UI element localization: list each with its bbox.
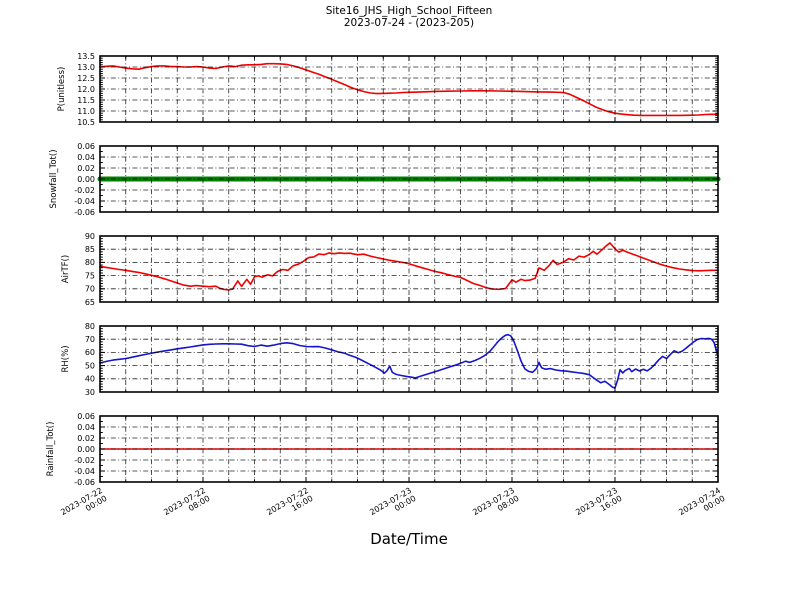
p-unitless-ylabel: P(unitless) <box>57 67 67 112</box>
x-tick-labels: 2023-07-2200:00 2023-07-2208:00 2023-07-22… <box>59 486 726 525</box>
y-tick-label: -0.02 <box>74 186 95 195</box>
y-tick-label: -0.06 <box>74 208 95 217</box>
y-tick-label: 60 <box>85 348 95 357</box>
y-tick-label: 30 <box>85 388 95 397</box>
y-tick-label: 65 <box>85 298 95 307</box>
y-tick-label: 80 <box>85 258 95 267</box>
panel-snowfall-tot: 0.06 0.04 0.02 0.00 -0.02 -0.04 -0.06 Snowfall_… <box>49 142 721 217</box>
y-tick-label: 0.04 <box>77 423 95 432</box>
x-tick-label: 2023-07-2208:00 <box>162 486 211 525</box>
p-unitless-ticks <box>99 55 719 123</box>
y-tick-label: 75 <box>85 271 95 280</box>
y-tick-label: 12.0 <box>77 85 95 94</box>
chart-subtitle: 2023-07-24 - (2023-205) <box>343 16 475 29</box>
y-tick-label: 0.04 <box>77 153 95 162</box>
panel-p-unitless: 13.5 13.0 12.5 12.0 11.5 11.0 10.5 P(unitless) <box>57 52 719 127</box>
y-tick-label: -0.04 <box>74 197 95 206</box>
y-tick-label: -0.02 <box>74 456 95 465</box>
snowfall-tot-ylabel: Snowfall_Tot() <box>49 149 59 208</box>
p-unitless-grid <box>100 56 718 122</box>
chart-title: Site16_JHS_High_School_Fifteen <box>325 5 493 17</box>
y-tick-label: 0.06 <box>77 412 95 421</box>
y-tick-label: 0.00 <box>77 175 95 184</box>
rainfall-tot-grid <box>100 416 718 482</box>
y-tick-label: 0.02 <box>77 434 95 443</box>
panel-airtf: 90 85 80 75 70 65 AirTF() <box>61 232 719 307</box>
y-tick-label: 40 <box>85 375 95 384</box>
y-tick-label: 90 <box>85 232 95 241</box>
airtf-grid <box>100 236 718 302</box>
y-tick-label: 0.02 <box>77 164 95 173</box>
rh-grid <box>100 326 718 392</box>
snowfall-tot-ticks <box>99 145 719 213</box>
rh-ylabel: RH(%) <box>61 345 71 372</box>
rainfall-tot-ylabel: Rainfall_Tot() <box>46 422 56 477</box>
y-tick-label: 0.00 <box>77 445 95 454</box>
panel-rainfall-tot: 0.06 0.04 0.02 0.00 -0.02 -0.04 -0.06 Rainfall_… <box>46 412 719 487</box>
rh-ticks <box>99 325 719 393</box>
y-tick-label: 80 <box>85 322 95 331</box>
airtf-line <box>99 242 719 291</box>
y-tick-label: 50 <box>85 361 95 370</box>
y-tick-label: 70 <box>85 285 95 294</box>
y-tick-label: 12.5 <box>77 74 95 83</box>
x-tick-label: 2023-07-2316:00 <box>574 486 623 525</box>
x-axis-label: Date/Time <box>370 530 448 548</box>
snowfall-tot-grid <box>100 146 718 212</box>
y-tick-label: -0.04 <box>74 467 95 476</box>
chart-title-block: Site16_JHS_High_School_Fifteen 2023-07-2… <box>100 5 718 29</box>
y-tick-label: 70 <box>85 335 95 344</box>
x-tick-label: 2023-07-2216:00 <box>265 486 314 525</box>
x-tick-label: 2023-07-2400:00 <box>677 486 726 525</box>
rainfall-tot-ticks <box>99 415 719 483</box>
y-tick-label: 11.5 <box>77 96 95 105</box>
x-tick-label: 2023-07-2200:00 <box>59 486 108 525</box>
y-tick-label: -0.06 <box>74 478 95 487</box>
panel-rh: 80 70 60 50 40 30 RH(%) <box>61 322 719 397</box>
airtf-ticks <box>99 235 719 303</box>
x-tick-label: 2023-07-2308:00 <box>471 486 520 525</box>
y-tick-label: 13.5 <box>77 52 95 61</box>
y-tick-label: 0.06 <box>77 142 95 151</box>
y-tick-label: 11.0 <box>77 107 95 116</box>
y-tick-label: 85 <box>85 245 95 254</box>
airtf-ylabel: AirTF() <box>61 255 71 283</box>
y-tick-label: 13.0 <box>77 63 95 72</box>
x-tick-label: 2023-07-2300:00 <box>368 486 417 525</box>
rh-line <box>99 333 719 389</box>
y-tick-label: 10.5 <box>77 118 95 127</box>
